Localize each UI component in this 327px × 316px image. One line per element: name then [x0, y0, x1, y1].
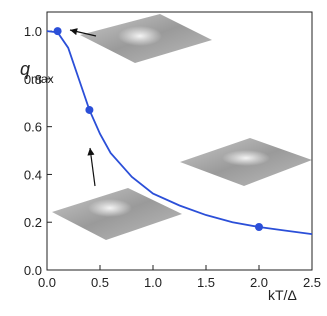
x-tick-label: 0.5: [91, 275, 109, 290]
y-tick-label: 1.0: [24, 24, 42, 39]
data-point: [255, 223, 263, 231]
surface-ridge: [222, 150, 270, 166]
y-tick-label: 0.6: [24, 120, 42, 135]
x-tick-label: 0.0: [38, 275, 56, 290]
y-tick-label: 0.0: [24, 263, 42, 278]
y-tick-label: 0.4: [24, 167, 42, 182]
x-tick-label: 2.5: [303, 275, 321, 290]
data-point: [53, 27, 62, 36]
y-axis-label-sub: max: [31, 72, 54, 86]
x-tick-label: 1.5: [197, 275, 215, 290]
y-tick-label: 0.2: [24, 215, 42, 230]
y-axis-label: q: [20, 59, 30, 79]
x-tick-label: 2.0: [250, 275, 268, 290]
plot-frame: [46, 11, 313, 271]
arrow: [69, 28, 97, 37]
x-axis-label: kT/Δ: [268, 287, 297, 303]
data-point: [85, 105, 94, 114]
y-tick-label: 0.8: [24, 72, 42, 87]
surface-ridge: [118, 26, 162, 46]
inset-surfaces: [52, 14, 312, 240]
curve: [46, 30, 313, 236]
arrow: [87, 147, 96, 187]
surface-ridge: [88, 199, 132, 217]
x-tick-label: 1.0: [144, 275, 162, 290]
